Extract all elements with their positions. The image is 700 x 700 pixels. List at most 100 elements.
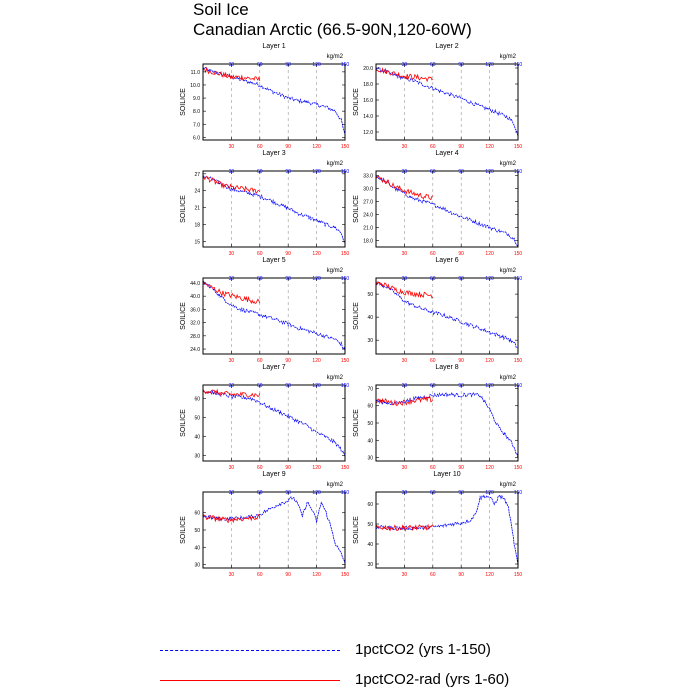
y-tick-label: 40 (367, 315, 373, 321)
y-tick-label: 40 (367, 438, 373, 444)
series-line-1pctco2-rad (202, 66, 261, 82)
units-label: kg/m2 (327, 54, 344, 60)
y-axis-label: SOILICE (180, 195, 187, 223)
series-line-1pctco2 (375, 392, 519, 459)
plot-frame (202, 384, 346, 462)
y-axis-label: SOILICE (180, 516, 187, 544)
x-tick-label-bottom: 150 (514, 572, 523, 578)
x-tick-label-top: 90 (285, 276, 291, 282)
y-tick-label: 7.0 (193, 122, 200, 128)
y-tick-label: 50 (367, 522, 373, 528)
x-tick-label-top: 90 (458, 490, 464, 496)
x-tick-label-bottom: 60 (257, 144, 263, 150)
legend-line-solid-red (160, 680, 340, 681)
x-tick-label-bottom: 60 (257, 465, 263, 471)
y-tick-label: 50 (367, 421, 373, 427)
series-line-1pctco2 (375, 281, 519, 349)
charts-svg: Layer 1 kg/m2 30 30 60 60 90 90 120 120 150 150 6.0 7… (180, 43, 523, 578)
x-tick-label-bottom: 30 (402, 358, 408, 364)
plot-frame (375, 170, 519, 248)
series-line-1pctco2-rad (375, 280, 434, 299)
panel-title: Layer 7 (262, 364, 285, 371)
x-tick-label-top: 120 (485, 383, 494, 389)
y-tick-label: 27.0 (363, 199, 373, 205)
x-tick-label-top: 90 (458, 62, 464, 68)
x-tick-label-bottom: 30 (229, 572, 235, 578)
x-tick-label-bottom: 60 (430, 358, 436, 364)
series-line-1pctco2 (375, 67, 519, 137)
x-tick-label-top: 60 (430, 62, 436, 68)
x-tick-label-bottom: 120 (485, 572, 494, 578)
x-tick-label-top: 120 (312, 169, 321, 175)
x-tick-label-bottom: 120 (485, 465, 494, 471)
units-label: kg/m2 (500, 375, 517, 381)
x-tick-label-top: 30 (229, 62, 235, 68)
x-tick-label-bottom: 90 (458, 251, 464, 257)
x-tick-label-bottom: 60 (430, 251, 436, 257)
x-tick-label-top: 150 (341, 383, 350, 389)
x-tick-label-top: 120 (312, 62, 321, 68)
x-tick-label-bottom: 120 (312, 465, 321, 471)
y-tick-label: 27 (194, 172, 200, 178)
x-tick-label-top: 60 (257, 383, 263, 389)
y-tick-label: 14.0 (363, 114, 373, 120)
x-tick-label-bottom: 120 (485, 144, 494, 150)
figure-title-line2: Canadian Arctic (66.5-90N,120-60W) (193, 20, 472, 39)
series-line-1pctco2 (202, 66, 346, 135)
y-tick-label: 28.0 (190, 334, 200, 340)
x-tick-label-bottom: 60 (257, 251, 263, 257)
plot-frame (202, 63, 346, 141)
series-line-1pctco2 (202, 496, 346, 564)
x-tick-label-bottom: 120 (312, 572, 321, 578)
x-tick-label-top: 120 (485, 276, 494, 282)
series-line-1pctco2-rad (375, 523, 434, 532)
panel-layer-7: Layer 7 kg/m2 30 30 60 60 90 90 120 120 150 150 30 40… (180, 364, 349, 471)
plot-frame (375, 491, 519, 569)
x-tick-label-bottom: 90 (285, 144, 291, 150)
y-tick-label: 12.0 (363, 130, 373, 136)
x-tick-label-top: 60 (257, 62, 263, 68)
x-tick-label-top: 150 (341, 169, 350, 175)
y-tick-label: 10.0 (190, 83, 200, 89)
x-tick-label-top: 60 (257, 490, 263, 496)
x-tick-label-bottom: 150 (341, 144, 350, 150)
x-tick-label-top: 30 (229, 276, 235, 282)
units-label: kg/m2 (500, 482, 517, 488)
x-tick-label-bottom: 30 (402, 251, 408, 257)
y-tick-label: 36.0 (190, 307, 200, 313)
panel-title: Layer 2 (435, 43, 458, 50)
series-line-1pctco2-rad (202, 388, 261, 398)
plot-frame (202, 491, 346, 569)
x-tick-label-bottom: 150 (341, 251, 350, 257)
x-tick-label-bottom: 150 (341, 465, 350, 471)
x-tick-label-bottom: 90 (458, 144, 464, 150)
x-tick-label-top: 150 (514, 169, 523, 175)
x-tick-label-bottom: 90 (285, 251, 291, 257)
y-axis-label: SOILICE (353, 409, 360, 437)
x-tick-label-top: 30 (229, 169, 235, 175)
x-tick-label-top: 90 (285, 383, 291, 389)
y-tick-label: 30 (367, 338, 373, 344)
x-tick-label-bottom: 90 (285, 572, 291, 578)
y-tick-label: 40 (194, 434, 200, 440)
panel-title: Layer 1 (262, 43, 285, 50)
panel-layer-4: Layer 4 kg/m2 30 30 60 60 90 90 120 120 150 150 18.0… (353, 150, 522, 257)
series-line-1pctco2-rad (202, 281, 261, 305)
panel-layer-9: Layer 9 kg/m2 30 30 60 60 90 90 120 120 150 150 30 40… (180, 471, 349, 578)
x-tick-label-bottom: 30 (402, 572, 408, 578)
y-tick-label: 60 (367, 404, 373, 410)
x-tick-label-bottom: 30 (229, 251, 235, 257)
y-tick-label: 60 (194, 396, 200, 402)
x-tick-label-top: 150 (514, 276, 523, 282)
x-tick-label-top: 90 (285, 169, 291, 175)
panel-layer-10: Layer 10 kg/m2 30 30 60 60 90 90 120 120 150 150 30 4… (353, 471, 522, 578)
y-tick-label: 50 (194, 415, 200, 421)
panel-layer-5: Layer 5 kg/m2 30 30 60 60 90 90 120 120 150 150 24.0… (180, 257, 349, 364)
x-tick-label-bottom: 60 (430, 572, 436, 578)
x-tick-label-top: 150 (341, 490, 350, 496)
x-tick-label-bottom: 30 (229, 465, 235, 471)
y-axis-label: SOILICE (353, 516, 360, 544)
series-line-1pctco2-rad (202, 513, 261, 524)
x-tick-label-bottom: 120 (312, 358, 321, 364)
x-tick-label-top: 90 (458, 276, 464, 282)
